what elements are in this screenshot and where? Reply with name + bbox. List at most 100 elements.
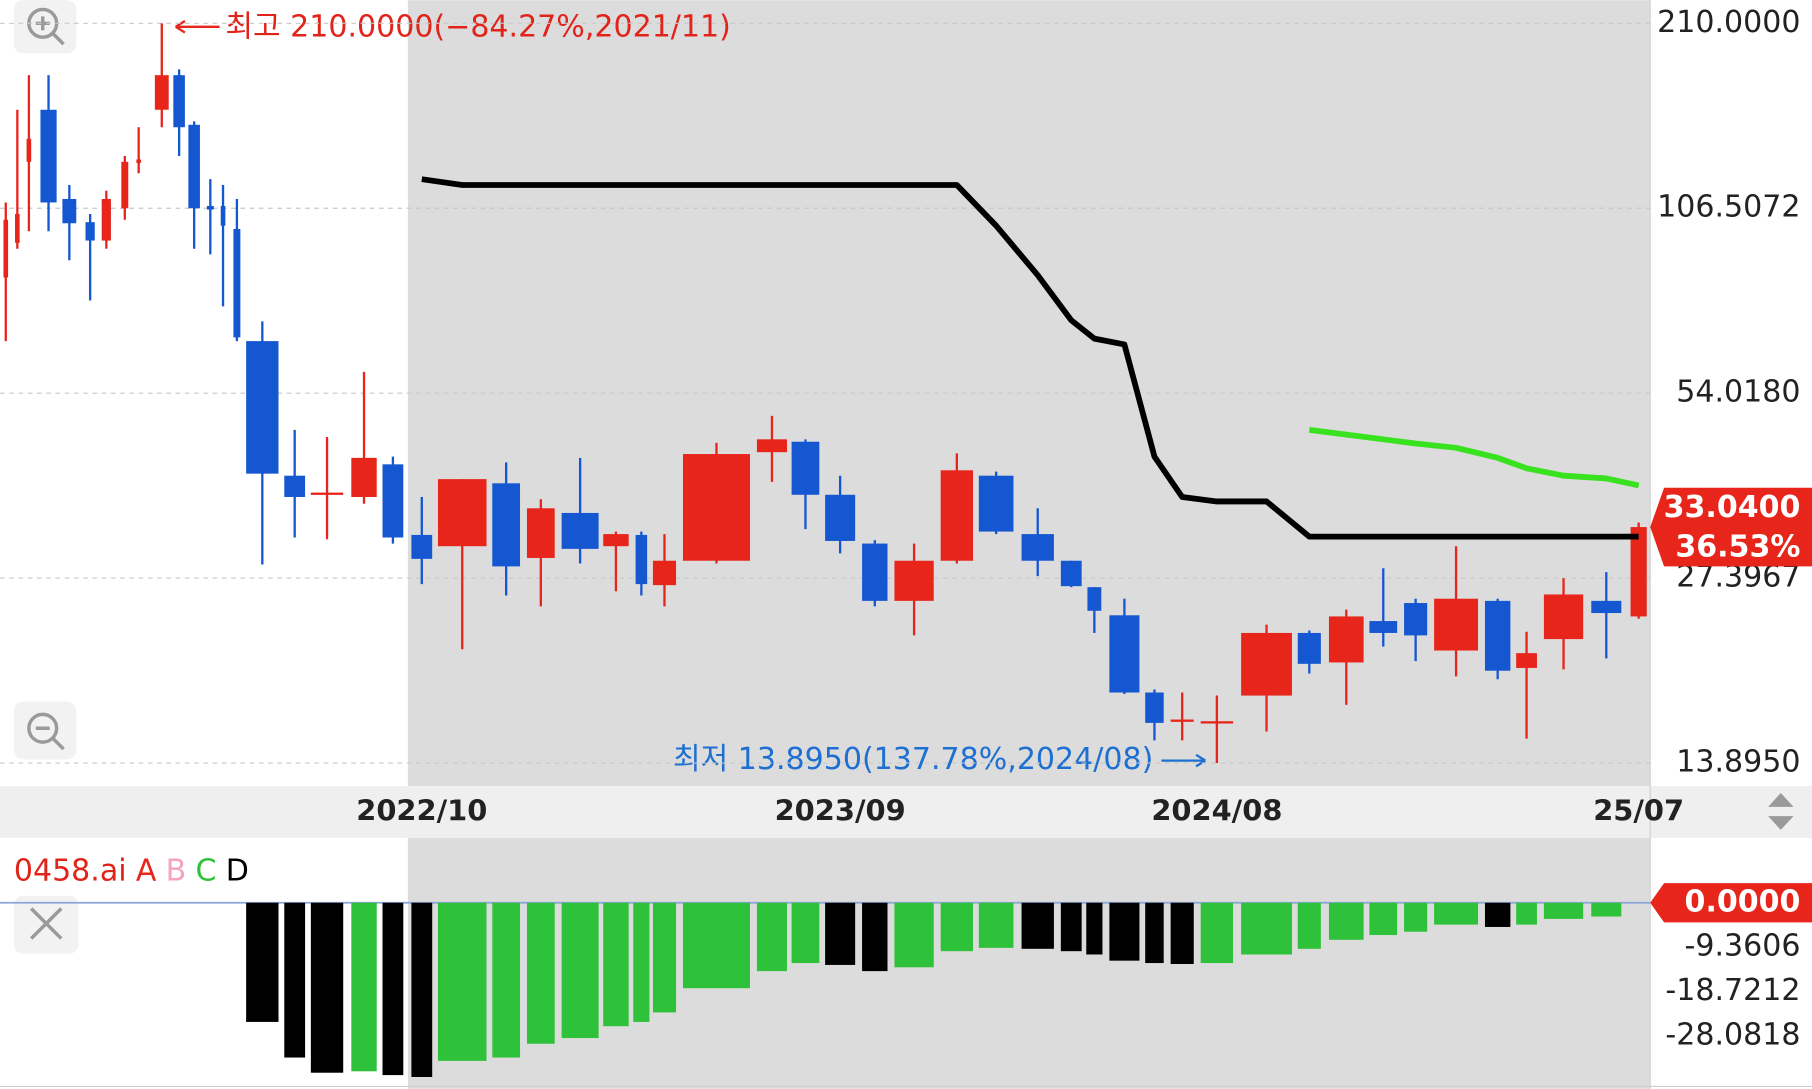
- candle-body: [1145, 692, 1164, 723]
- candle-body: [310, 492, 344, 495]
- candle-body: [1543, 594, 1584, 640]
- indicator-bar: [382, 902, 404, 1076]
- indicator-bar: [561, 902, 599, 1039]
- indicator-bar: [1241, 902, 1292, 955]
- indicator-bar: [310, 902, 344, 1073]
- indicator-bar: [652, 902, 677, 1013]
- candle-body: [940, 470, 974, 561]
- candle-body: [1484, 600, 1511, 671]
- indicator-bar: [1543, 902, 1584, 919]
- value-tag: [1650, 487, 1812, 567]
- indicator-bar: [1109, 902, 1140, 961]
- candle-body: [382, 464, 404, 538]
- candle-body: [1297, 632, 1321, 664]
- indicator-bar: [284, 902, 306, 1058]
- zoom-out-button[interactable]: [13, 701, 77, 760]
- candle-body: [233, 228, 241, 338]
- candle-body: [1591, 600, 1622, 614]
- indicator-bar: [1369, 902, 1398, 936]
- candle-body: [526, 508, 555, 558]
- candle-body: [1328, 616, 1364, 663]
- legend-entry: D: [226, 853, 249, 888]
- indicator-bar: [437, 902, 487, 1061]
- indicator-bar: [1200, 902, 1234, 964]
- candle-body: [862, 543, 888, 601]
- indicator-bar: [1145, 902, 1164, 964]
- legend: 0458.ai A B C D: [14, 853, 249, 888]
- close-indicator-button[interactable]: [13, 895, 79, 954]
- candle-body: [825, 494, 856, 541]
- indicator-bar: [1328, 902, 1364, 940]
- candle-body: [756, 439, 787, 453]
- indicator-bar: [351, 902, 377, 1072]
- indicator-bar: [791, 902, 820, 964]
- candle-body: [603, 534, 629, 547]
- candle-body: [492, 483, 521, 567]
- x-tick-label: 2024/08: [1151, 794, 1282, 828]
- legend-entry: B: [166, 853, 187, 888]
- indicator-bar: [682, 902, 750, 989]
- candle-body: [15, 213, 20, 243]
- indicator-bar: [1021, 902, 1054, 949]
- y-tick-label: -18.7212: [1665, 973, 1800, 1008]
- indicator-bar: [1434, 902, 1479, 925]
- x-tick-label: 2022/10: [356, 794, 487, 828]
- indicator-bar: [1484, 902, 1511, 927]
- high-annotation: 최고 210.0000(−84.27%,2021/11): [225, 9, 731, 44]
- candle-body: [1241, 632, 1292, 696]
- candle-body: [121, 161, 129, 209]
- y-tick-label: 54.0180: [1676, 375, 1800, 410]
- candle-body: [188, 124, 200, 209]
- scroll-arrows[interactable]: [1768, 792, 1794, 830]
- zoom-in-button[interactable]: [13, 0, 77, 54]
- last-value-label: 0.0000: [1685, 884, 1801, 919]
- y-tick-label: 13.8950: [1676, 745, 1800, 780]
- candle-body: [3, 219, 9, 278]
- candle-body: [561, 512, 599, 549]
- candle-body: [1434, 598, 1479, 651]
- indicator-bar: [978, 902, 1014, 948]
- y-tick-label: 210.0000: [1657, 5, 1800, 40]
- candle-body: [220, 205, 226, 226]
- indicator-bar: [1060, 902, 1082, 952]
- x-tick-label: 2023/09: [775, 794, 906, 828]
- overlay-line: [421, 176, 1639, 540]
- candle-body: [1630, 527, 1647, 617]
- candle-body: [1200, 721, 1234, 724]
- change-label: 36.53%: [1675, 529, 1800, 564]
- legend-title: 0458.ai: [14, 853, 127, 888]
- down-arrow[interactable]: [1768, 816, 1794, 830]
- icon: [27, 712, 59, 744]
- indicator-bar: [411, 902, 433, 1077]
- candle-body: [791, 441, 820, 495]
- indicator-bar: [526, 902, 555, 1044]
- candle-body: [411, 534, 433, 559]
- candle-body: [284, 475, 306, 497]
- y-tick-label: -28.0818: [1665, 1018, 1800, 1053]
- candle-body: [351, 457, 377, 497]
- button-bg[interactable]: [13, 701, 77, 760]
- candle-body: [85, 222, 95, 241]
- candle-body: [652, 560, 677, 586]
- candle-body: [635, 534, 648, 585]
- candle-body: [101, 198, 111, 241]
- candle-body: [1060, 560, 1082, 587]
- icon: [29, 907, 63, 940]
- indicator-bar: [246, 902, 279, 1022]
- y-tick-label: 106.5072: [1657, 190, 1800, 225]
- candle-body: [1021, 534, 1054, 561]
- indicator-bar: [633, 902, 650, 1022]
- indicator-bar: [1516, 902, 1537, 925]
- icon: [35, 726, 65, 751]
- overlay-line: [1308, 427, 1640, 489]
- indicator-bar: [825, 902, 856, 965]
- indicator-bar: [1170, 902, 1194, 964]
- candle-body: [26, 138, 32, 162]
- candle-body: [1109, 615, 1140, 693]
- up-arrow[interactable]: [1768, 792, 1794, 807]
- x-tick-label: 25/07: [1593, 794, 1684, 828]
- indicator-bar: [492, 902, 521, 1058]
- candle-body: [1087, 587, 1102, 611]
- candle-body: [978, 475, 1014, 532]
